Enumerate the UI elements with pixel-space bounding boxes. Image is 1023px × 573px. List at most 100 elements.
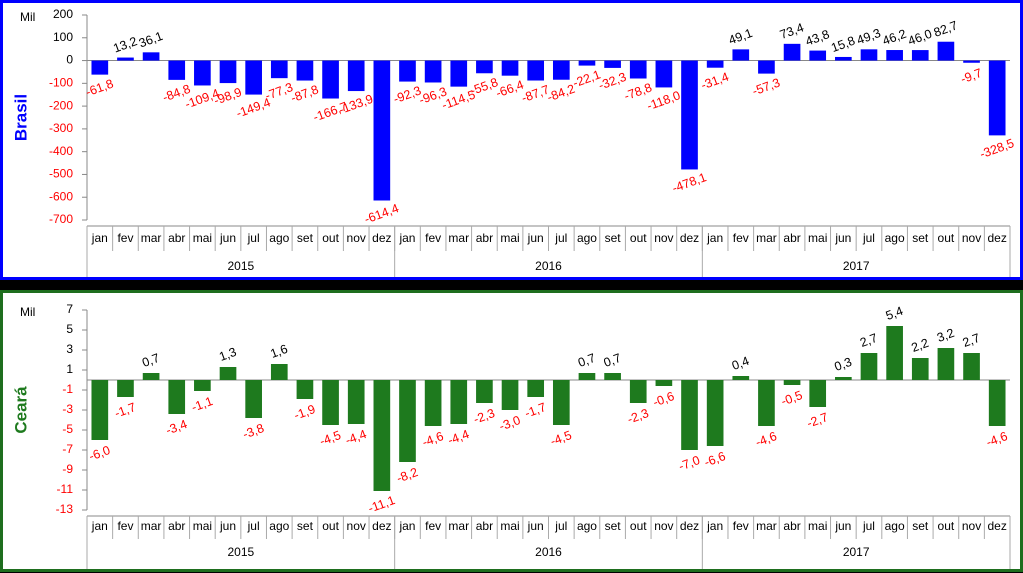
x-tick-label: set (605, 231, 622, 245)
bar (911, 50, 929, 61)
bar (296, 60, 314, 81)
y-axis-label: Mil (20, 305, 35, 319)
value-label: -3,4 (164, 417, 189, 438)
value-label: 0,7 (576, 351, 597, 370)
value-label: -1,9 (292, 402, 317, 423)
group-label: 2016 (535, 545, 562, 559)
x-tick-label: set (912, 231, 929, 245)
y-tick-label: 3 (66, 342, 73, 356)
panel (0, 290, 1023, 572)
x-tick-label: mar (448, 231, 469, 245)
x-tick-label: mar (141, 231, 162, 245)
value-label: 2,2 (909, 336, 930, 355)
group-label: 2015 (227, 259, 254, 273)
value-label: -3,0 (497, 413, 522, 434)
y-tick-label: -1 (62, 382, 73, 396)
x-tick-label: nov (347, 519, 366, 533)
bar (937, 41, 955, 61)
value-label: 2,7 (858, 331, 879, 350)
bar (142, 52, 160, 61)
value-label: 1,6 (268, 342, 289, 361)
value-label: -4,6 (420, 429, 445, 450)
bar (168, 380, 186, 414)
bar (706, 380, 724, 446)
x-tick-label: out (630, 231, 647, 245)
y-tick-label: 100 (53, 30, 73, 44)
x-tick-label: set (297, 519, 314, 533)
x-tick-label: out (938, 519, 955, 533)
bar (809, 380, 827, 407)
bar (373, 60, 391, 201)
value-label: -8,2 (395, 465, 420, 486)
bar (117, 57, 134, 61)
x-tick-label: ago (885, 519, 905, 533)
bar (783, 380, 801, 385)
bar (501, 60, 519, 76)
bar (450, 380, 468, 424)
x-tick-label: jan (91, 231, 108, 245)
value-label: -1,7 (113, 400, 138, 421)
bar (322, 60, 339, 99)
value-label: -4,5 (318, 428, 343, 449)
value-label: -4,4 (343, 427, 368, 448)
group-label: 2017 (843, 259, 870, 273)
group-label: 2015 (227, 545, 254, 559)
value-label: -2,3 (472, 406, 497, 427)
x-tick-label: fev (733, 519, 749, 533)
bar (219, 367, 237, 380)
bar (681, 60, 698, 170)
x-tick-label: fev (733, 231, 749, 245)
bar (373, 380, 391, 491)
x-tick-label: ago (885, 231, 905, 245)
x-tick-label: mai (808, 231, 827, 245)
y-tick-label: 200 (53, 7, 73, 21)
x-tick-label: jan (398, 519, 415, 533)
x-tick-label: mar (141, 519, 162, 533)
side-title: Brasil (11, 94, 30, 141)
bar (886, 326, 903, 380)
group-label: 2016 (535, 259, 562, 273)
x-tick-label: jan (91, 519, 108, 533)
value-label: 0,7 (602, 351, 623, 370)
y-tick-label: -500 (49, 167, 73, 181)
value-label: -4,6 (984, 429, 1009, 450)
x-tick-label: out (938, 231, 955, 245)
x-tick-label: ago (577, 519, 597, 533)
x-tick-label: nov (962, 519, 981, 533)
bar (399, 380, 416, 462)
bar (937, 348, 955, 380)
bar (629, 380, 647, 403)
bar (988, 60, 1006, 136)
y-tick-label: 7 (66, 302, 73, 316)
x-tick-label: out (322, 231, 339, 245)
bar (476, 60, 493, 74)
bar (655, 60, 673, 88)
y-tick-label: -9 (62, 462, 73, 476)
x-tick-label: nov (654, 519, 673, 533)
y-tick-label: -5 (62, 422, 73, 436)
value-label: -9,7 (959, 66, 984, 87)
value-label: -4,5 (549, 428, 574, 449)
y-tick-label: -11 (57, 482, 74, 496)
value-label: 0,7 (140, 351, 161, 370)
x-tick-label: mar (448, 519, 469, 533)
x-tick-label: dez (680, 231, 699, 245)
y-tick-label: 5 (66, 322, 73, 336)
y-tick-label: -200 (49, 98, 73, 112)
x-tick-label: mai (808, 519, 827, 533)
group-label: 2017 (843, 545, 870, 559)
bar (450, 60, 468, 87)
bar (886, 50, 903, 61)
bar (758, 380, 775, 426)
bar (296, 380, 314, 399)
y-tick-label: -700 (49, 212, 73, 226)
x-tick-label: abr (783, 231, 800, 245)
value-label: -0,5 (779, 388, 804, 409)
bar (578, 373, 596, 380)
bar (732, 49, 750, 61)
bar (399, 60, 416, 82)
value-label: -2,3 (625, 406, 650, 427)
bar (963, 60, 980, 63)
x-tick-label: nov (962, 231, 981, 245)
x-tick-label: set (912, 519, 929, 533)
